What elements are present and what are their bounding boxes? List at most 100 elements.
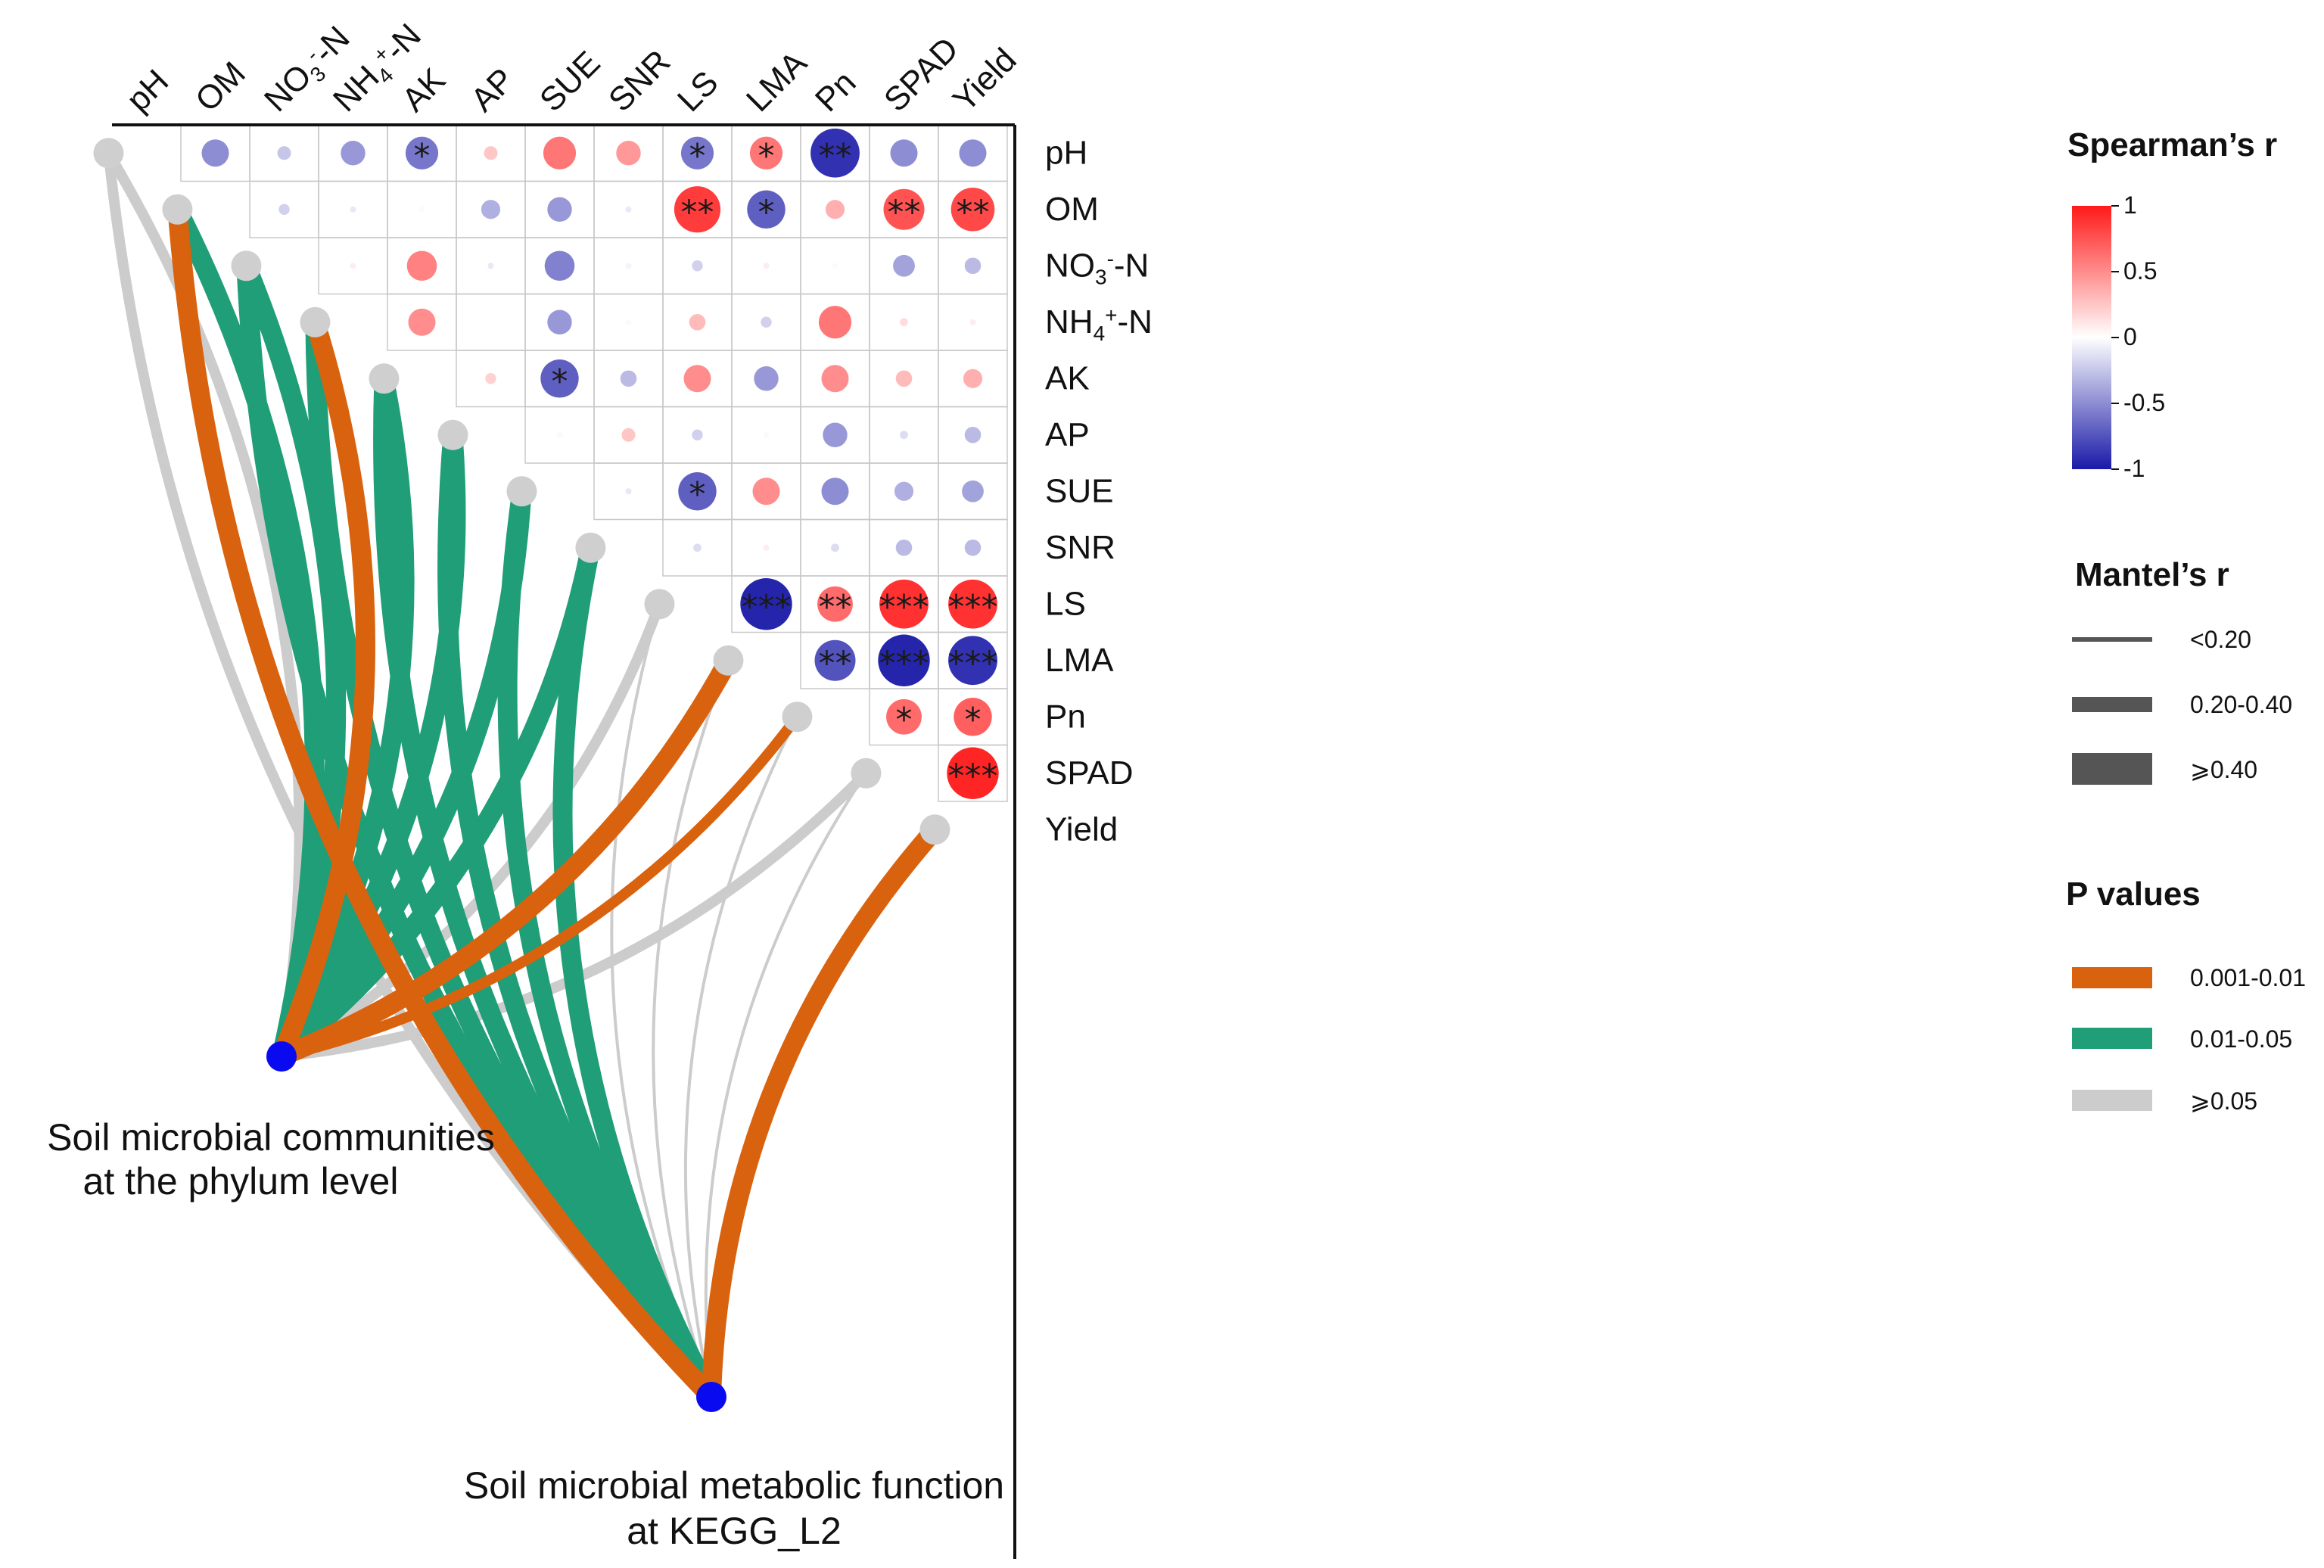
cell-ph-nh4-n <box>341 141 366 166</box>
node-ph <box>93 138 124 169</box>
right-label-ap: AP <box>1045 416 1090 453</box>
legend-colorbar <box>2072 206 2111 469</box>
top-label-spad: SPAD <box>877 30 966 119</box>
cell-ls-yield <box>948 579 997 629</box>
cell-pn-spad <box>886 698 922 735</box>
mantel-links <box>103 148 945 1407</box>
cell-ph-ak <box>405 136 439 170</box>
right-label-yield: Yield <box>1045 810 1118 848</box>
source-label-kegg-line1: Soil microbial metabolic function <box>464 1464 1004 1507</box>
right-label-nh4: NH4+-N <box>1045 303 1153 345</box>
right-label-no3: NO3--N <box>1045 247 1149 288</box>
mantel-link-kegg-yield <box>702 820 945 1407</box>
sig-ls-lma: *** <box>742 588 792 627</box>
sig-ph-ak: * <box>414 137 431 176</box>
legend-p-swatch-3 <box>2072 1090 2152 1111</box>
sig-pn-spad: * <box>896 701 913 739</box>
cell-ak-ls <box>683 365 711 393</box>
sig-ls-pn: ** <box>819 588 852 627</box>
cell-nh4-n-spad <box>900 318 908 327</box>
legend-mantel-line-large <box>2072 753 2152 785</box>
cell-nh4-n-sue <box>547 310 572 334</box>
sig-om-ls: ** <box>681 193 714 232</box>
mantel-link-kegg-spad <box>704 771 868 1398</box>
legend-mantel-item-2: 0.20-0.40 <box>2190 691 2292 718</box>
cell-om-ap <box>481 200 501 219</box>
sig-ls-spad: *** <box>879 588 929 627</box>
cell-ph-spad <box>890 139 918 167</box>
sig-spad-yield: *** <box>948 757 998 795</box>
node-snr <box>575 532 606 563</box>
colorbar-tick-label: 0.5 <box>2123 257 2157 285</box>
legend-mantel-line-small <box>2072 637 2152 642</box>
cell-nh4-n-ak <box>408 308 436 336</box>
cell-nh4-n-snr <box>625 319 632 325</box>
cell-nh4-n-ls <box>689 313 706 331</box>
mantel-link-phylum-pn <box>276 711 803 1062</box>
cell-ak-spad <box>895 370 913 387</box>
sig-ls-yield: *** <box>948 588 998 627</box>
source-label-kegg-line2: at KEGG_L2 <box>627 1510 842 1552</box>
cell-snr-spad <box>895 539 913 556</box>
top-label-ak: AK <box>395 61 453 119</box>
right-label-ak: AK <box>1045 359 1090 397</box>
node-lma <box>713 645 744 676</box>
cell-ph-ap <box>484 146 498 160</box>
cell-ak-ap <box>485 373 496 384</box>
cell-lma-pn <box>814 639 856 681</box>
sig-ph-lma: * <box>758 137 775 176</box>
cell-ap-snr <box>621 428 636 442</box>
cell-ak-pn <box>821 365 849 393</box>
cell-spad-yield <box>947 747 999 799</box>
cell-ak-lma <box>754 366 779 391</box>
cell-nh4-n-pn <box>818 306 852 339</box>
right-label-om: OM <box>1045 191 1099 228</box>
cell-om-lma <box>747 190 786 229</box>
cell-snr-lma <box>763 544 770 551</box>
sig-ak-sue: * <box>552 362 568 401</box>
colorbar-tick-label: 1 <box>2123 191 2137 219</box>
cell-sue-pn <box>821 478 849 506</box>
top-label-pn: Pn <box>808 64 863 119</box>
cell-ph-sue <box>543 136 577 170</box>
node-nh4-n <box>300 306 331 338</box>
cell-nh4-n-yield <box>969 319 976 325</box>
sig-lma-pn: ** <box>819 644 852 683</box>
cell-sue-snr <box>625 488 632 495</box>
legend-p-item-2: 0.01-0.05 <box>2190 1025 2292 1053</box>
node-sue <box>506 476 537 507</box>
cell-snr-pn <box>831 543 839 552</box>
top-label-snr: SNR <box>602 43 677 119</box>
legend-mantel-line-medium <box>2072 697 2152 712</box>
mantel-link-kegg-snr <box>552 537 721 1407</box>
mantel-link-phylum-nh4-n <box>272 312 375 1066</box>
node-ak <box>369 363 400 394</box>
top-label-ap: AP <box>464 61 521 119</box>
sig-om-spad: ** <box>888 193 921 232</box>
cell-no3-n-sue <box>544 250 575 282</box>
cell-om-pn <box>825 200 845 219</box>
cell-ph-lma <box>749 136 783 170</box>
node-ls <box>644 589 675 620</box>
sig-om-lma: * <box>758 193 775 232</box>
cell-sue-lma <box>752 478 780 506</box>
cell-ak-snr <box>620 370 637 387</box>
cell-no3-n-yield <box>964 257 982 275</box>
right-label-ph: pH <box>1045 134 1087 171</box>
node-spad <box>851 758 882 789</box>
cell-om-no3-n <box>278 204 290 215</box>
cell-ap-pn <box>823 422 848 447</box>
legend-mantel-item-1: <0.20 <box>2190 626 2251 653</box>
cell-om-nh4-n <box>350 206 356 213</box>
mantel-link-kegg-pn <box>683 715 799 1398</box>
right-label-spad: SPAD <box>1045 754 1134 792</box>
node-source-phylum <box>266 1041 297 1072</box>
source-label-phylum-line2: at the phylum level <box>83 1160 399 1202</box>
legend-p-swatch-2 <box>2072 1028 2152 1049</box>
colorbar-tick-label: -0.5 <box>2123 389 2165 416</box>
mantel-link-phylum-spad <box>276 767 872 1062</box>
node-om <box>162 194 193 225</box>
cell-pn-yield <box>954 698 992 736</box>
cell-ph-snr <box>616 141 641 166</box>
cell-no3-n-ls <box>692 260 703 272</box>
